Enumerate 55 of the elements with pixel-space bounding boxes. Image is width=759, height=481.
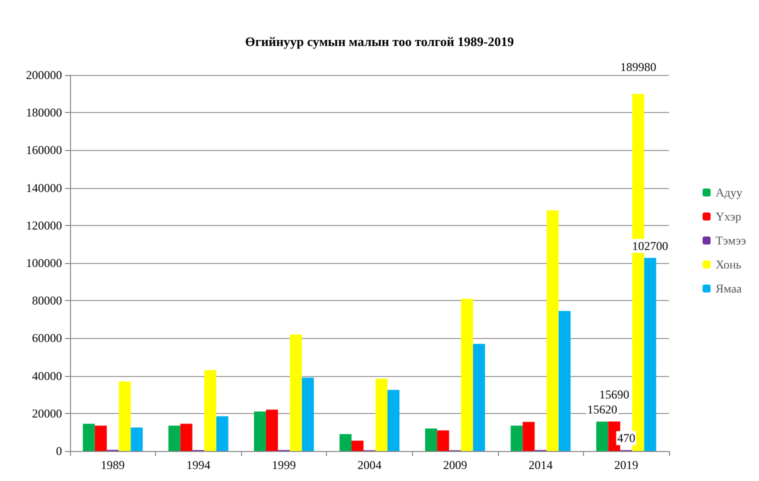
bar [437,430,450,451]
y-tick-label: 60000 [32,331,62,346]
y-tick-label: 120000 [26,218,62,232]
bar [290,334,302,451]
legend-label: Ямаа [716,282,742,296]
x-tick-label: 2014 [528,458,553,472]
data-label: 102700 [632,238,668,253]
legend-label: Адуу [716,186,742,200]
bar [168,426,180,451]
bar [387,390,400,451]
x-tick-label: 2019 [614,458,638,472]
y-tick-label: 20000 [32,406,62,420]
bar [425,428,438,451]
x-tick-label: 2004 [358,458,382,472]
data-label: 15690 [599,388,630,402]
bar [130,428,143,451]
bar [254,412,266,451]
bar [204,370,216,451]
bar [266,410,278,451]
bar [596,422,608,451]
y-tick-label: 80000 [32,294,62,308]
y-tick-label: 40000 [32,368,62,383]
data-label: 15620 [587,402,618,417]
bar [510,426,523,451]
bar [461,298,474,451]
y-tick-label: 100000 [26,256,62,270]
legend-label: Тэмээ [716,234,746,248]
x-tick-label: 1999 [272,458,296,472]
y-tick-label: 140000 [26,180,62,195]
y-tick-label: 160000 [26,143,62,158]
data-label: 470 [617,431,636,446]
bar [82,424,95,451]
bar [94,426,107,451]
legend-label: Хонь [716,258,742,272]
bar [558,310,571,451]
legend-label: Үхэр [716,210,742,224]
bar [118,381,131,451]
x-tick-label: 1994 [186,458,210,472]
bar [180,424,192,451]
y-tick-label: 180000 [26,106,62,120]
x-tick-label: 1989 [100,458,125,472]
bar [522,422,535,451]
x-tick-label: 2009 [443,458,468,472]
bar [644,258,656,451]
bar [352,440,364,451]
bar [302,378,314,451]
y-tick-label: 0 [56,444,62,458]
y-tick-label: 200000 [26,68,62,82]
data-label: 189980 [620,60,656,74]
bar [375,378,388,451]
bar [546,210,559,451]
bar [216,416,228,451]
bar [340,434,352,451]
chart-title: Өгийнуур сумын малын тоо толгой 1989-2019 [245,34,514,49]
bar [473,344,486,451]
